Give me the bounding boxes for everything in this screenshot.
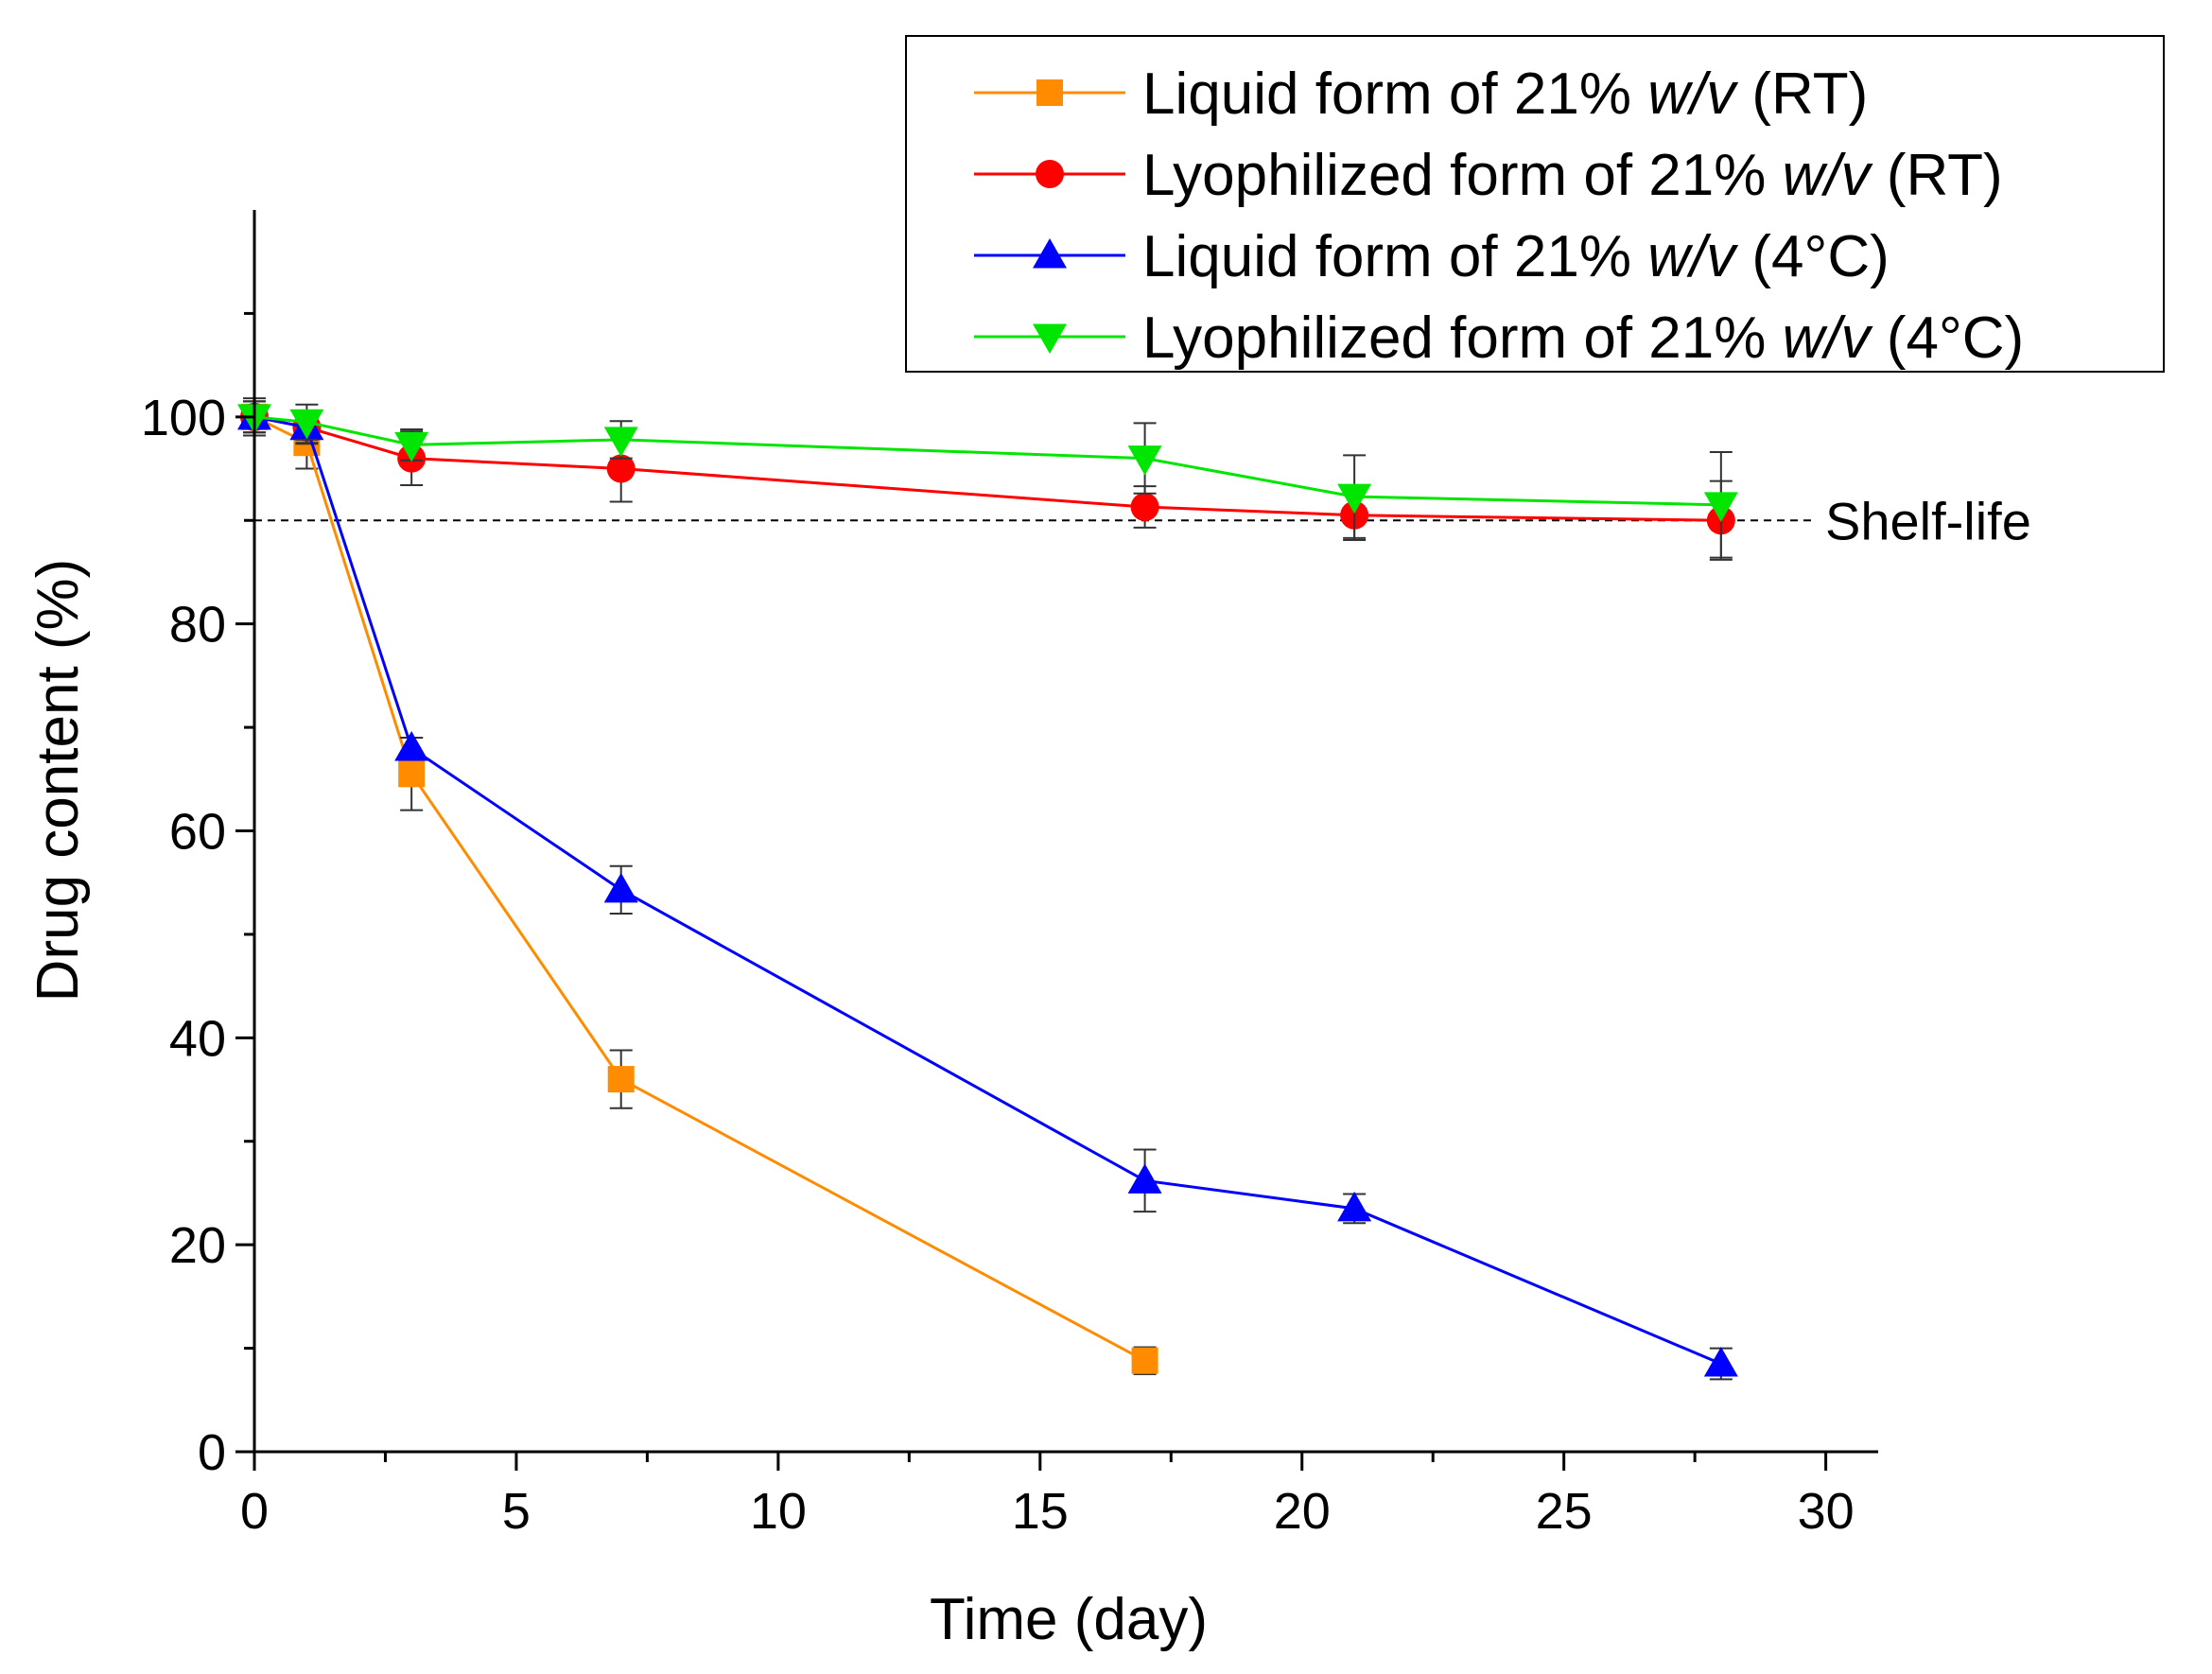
legend-marker: [1033, 323, 1067, 354]
data-point: [1127, 445, 1162, 476]
x-tick-label: 0: [240, 1483, 269, 1540]
legend: Liquid form of 21% w/v (RT) Lyophilized f…: [905, 35, 2165, 373]
y-tick-label: 40: [169, 1010, 226, 1067]
y-axis-title: Drug content (%): [26, 559, 91, 1003]
x-axis-title: Time (day): [930, 1587, 1208, 1652]
axes: 0 5 10 15 20 25 30 0 20 40 60 80 100: [141, 210, 1878, 1540]
data-point: [1127, 1163, 1162, 1194]
x-tick-label: 30: [1798, 1483, 1855, 1540]
data-point: [603, 872, 638, 903]
data-point: [1703, 1346, 1738, 1377]
data-point: [394, 730, 429, 761]
legend-marker: [1036, 79, 1063, 106]
data-point: [398, 760, 426, 788]
series-4: [237, 400, 1738, 559]
data-point: [1703, 492, 1738, 522]
data-point: [1337, 483, 1372, 514]
data-point: [289, 409, 324, 440]
legend-label: Lyophilized form of 21% w/v (RT): [1142, 143, 2003, 208]
plot-area: Shelf-life: [237, 397, 2031, 1381]
data-point: [394, 431, 429, 462]
x-tick-label: 20: [1274, 1483, 1331, 1540]
legend-label: Liquid form of 21% w/v (RT): [1142, 61, 1868, 127]
legend-marker: [1033, 238, 1067, 269]
x-tick-label: 25: [1536, 1483, 1593, 1540]
data-point: [1337, 1191, 1372, 1222]
y-tick-label: 100: [141, 390, 226, 446]
series-3: [237, 399, 1738, 1381]
y-tick-label: 60: [169, 804, 226, 861]
y-tick-label: 0: [198, 1424, 226, 1481]
data-point: [607, 1066, 635, 1093]
y-tick-label: 80: [169, 597, 226, 654]
series-line: [253, 415, 1146, 1363]
x-tick-label: 10: [750, 1483, 807, 1540]
data-point: [603, 427, 638, 457]
x-tick-label: 5: [502, 1483, 531, 1540]
series-line: [253, 415, 1722, 1366]
y-tick-label: 20: [169, 1217, 226, 1274]
legend-label: Liquid form of 21% w/v (4°C): [1142, 224, 1890, 289]
data-point: [606, 454, 636, 483]
data-point: [1131, 1347, 1158, 1374]
series-2: [240, 397, 1735, 561]
data-point: [1130, 493, 1159, 522]
series-1: [241, 400, 1158, 1375]
legend-label: Lyophilized form of 21% w/v (4°C): [1142, 305, 2024, 371]
shelf-life-label: Shelf-life: [1825, 491, 2031, 550]
x-tick-label: 15: [1012, 1483, 1069, 1540]
legend-marker: [1036, 160, 1064, 188]
series-line: [253, 415, 1721, 522]
